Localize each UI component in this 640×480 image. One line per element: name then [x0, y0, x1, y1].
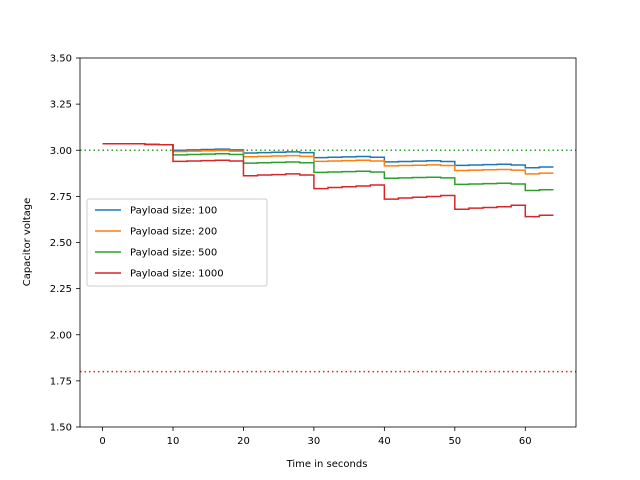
series-line-1 [102, 143, 554, 169]
y-tick-label: 2.25 [50, 284, 72, 295]
y-tick-label: 3.50 [50, 54, 72, 65]
y-tick-label: 1.75 [50, 376, 72, 387]
legend: Payload size: 100 Payload size: 200 Payloa… [86, 198, 268, 287]
reference-lines [80, 149, 576, 373]
y-axis-label: Capacitor voltage [22, 198, 33, 287]
x-axis-label: Time in seconds [286, 459, 368, 470]
x-tick-label: 30 [308, 436, 321, 447]
y-tick-label: 2.75 [50, 192, 72, 203]
x-tick-label: 60 [519, 436, 532, 447]
x-tick-label: 40 [378, 436, 391, 447]
legend-label-2: Payload size: 200 [130, 227, 217, 238]
legend-label-1: Payload size: 100 [130, 206, 217, 217]
x-tick-label: 50 [448, 436, 461, 447]
y-axis-ticks: 1.50 1.75 2.00 2.25 2.50 2.75 3.00 3.25 3.50 [50, 54, 80, 434]
series-line-4 [102, 143, 554, 218]
y-tick-label: 1.50 [50, 423, 72, 434]
legend-label-4: Payload size: 1000 [130, 269, 224, 280]
y-tick-label: 3.25 [50, 100, 72, 111]
legend-box [86, 198, 268, 287]
series-line-3 [102, 143, 554, 192]
x-tick-label: 20 [237, 436, 250, 447]
series-lines [102, 143, 554, 218]
series-line-2 [102, 143, 554, 175]
x-tick-label: 0 [99, 436, 105, 447]
y-tick-label: 2.50 [50, 238, 72, 249]
x-axis-ticks: 0 10 20 30 40 50 60 [99, 427, 532, 447]
x-tick-label: 10 [167, 436, 180, 447]
legend-label-3: Payload size: 500 [130, 248, 217, 259]
y-tick-label: 3.00 [50, 146, 72, 157]
y-tick-label: 2.00 [50, 330, 72, 341]
